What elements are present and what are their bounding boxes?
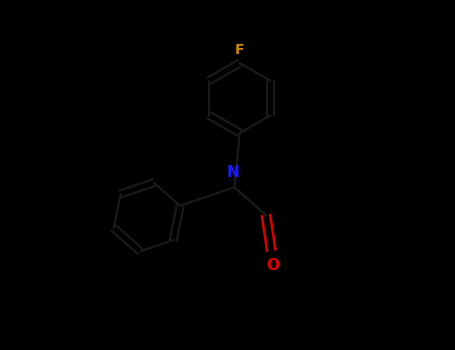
Text: O: O — [267, 258, 279, 273]
Text: F: F — [235, 43, 244, 57]
Text: N: N — [227, 164, 239, 180]
